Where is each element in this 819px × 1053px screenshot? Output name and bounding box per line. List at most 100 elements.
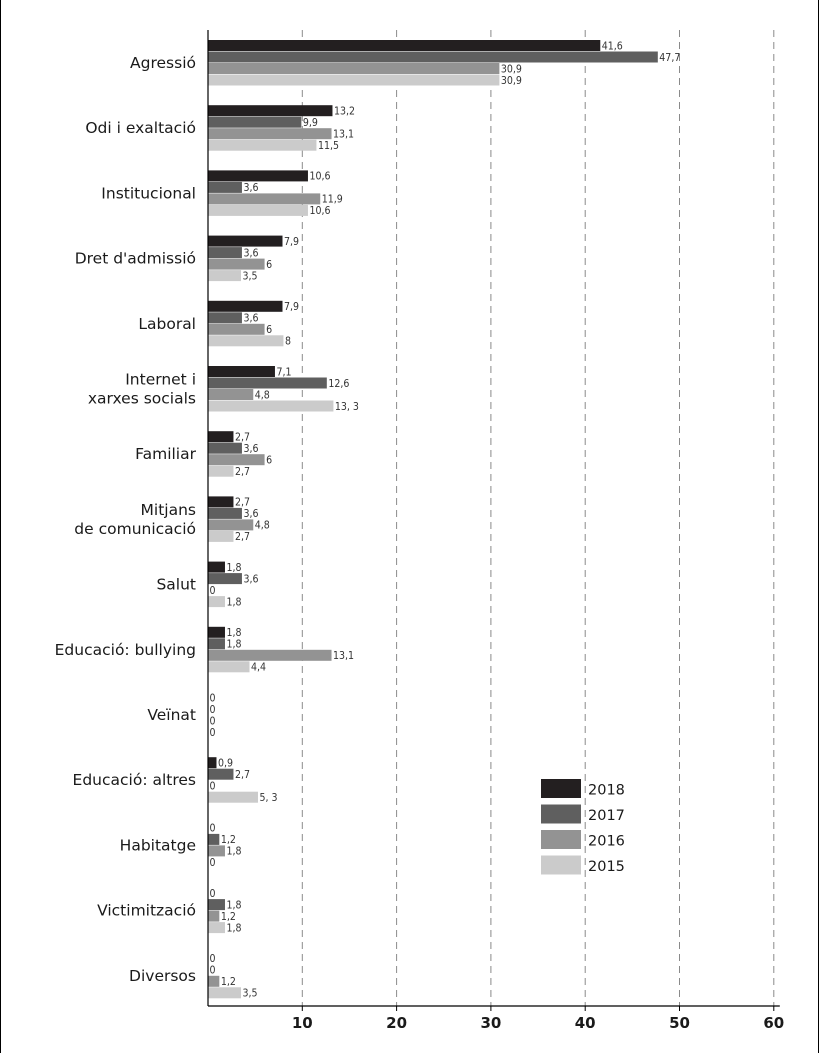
- x-tick-label-60: 60: [763, 1014, 784, 1032]
- value-label-familiar-2017: 3,6: [243, 443, 258, 455]
- category-label-institucional: Institucional: [101, 184, 196, 202]
- value-label-agressio-2017: 47,7: [659, 52, 680, 64]
- category-label-line: Dret d'admissió: [75, 250, 196, 268]
- bar-institucional-2018: [208, 170, 308, 182]
- category-label-line: Laboral: [138, 315, 196, 333]
- category-label-line: Salut: [156, 576, 196, 594]
- category-labels: Agressió Odi i exaltació Institucional Dret…: [55, 54, 197, 985]
- category-label-mitjans-de-comunicacio: Mitjans de comunicació: [74, 501, 196, 538]
- category-label-line: Veïnat: [147, 706, 196, 724]
- legend-label-2016: 2016: [588, 834, 625, 850]
- bar-institucional-2017: [208, 181, 242, 193]
- bar-victimitzacio-2015: [208, 922, 225, 934]
- bar-mitjans-de-comunicacio-2015: [208, 530, 234, 542]
- value-label-victimitzacio-2017: 1,8: [226, 899, 241, 911]
- value-label-internet-i-xarxes-socials-2017: 12,6: [328, 378, 349, 390]
- bars: [208, 40, 658, 999]
- bar-dret-d-admissio-2017: [208, 247, 242, 259]
- value-label-habitatge-2017: 1,2: [221, 834, 236, 846]
- value-label-diversos-2017: 0: [210, 965, 216, 977]
- value-label-laboral-2015: 8: [285, 336, 291, 348]
- value-label-victimitzacio-2016: 1,2: [221, 911, 236, 923]
- category-label-veinat: Veïnat: [147, 706, 196, 724]
- value-label-habitatge-2018: 0: [210, 823, 216, 835]
- category-label-line: Educació: altres: [73, 771, 196, 789]
- bar-familiar-2018: [208, 431, 234, 443]
- value-labels: 41,647,730,930,913,29,913,111,510,63,611…: [210, 40, 681, 999]
- category-label-line: Mitjans: [141, 501, 196, 519]
- value-label-laboral-2018: 7,9: [284, 301, 299, 313]
- category-label-victimitzacio: Victimització: [97, 902, 196, 920]
- category-label-line: Odi i exaltació: [85, 119, 196, 137]
- value-label-educacio-bullying-2017: 1,8: [226, 639, 241, 651]
- bar-laboral-2017: [208, 312, 242, 324]
- value-label-salut-2017: 3,6: [243, 573, 258, 585]
- bar-institucional-2015: [208, 204, 308, 216]
- value-label-institucional-2017: 3,6: [243, 182, 258, 194]
- value-label-salut-2018: 1,8: [226, 562, 241, 574]
- bar-odi-i-exaltacio-2015: [208, 139, 317, 151]
- bar-internet-i-xarxes-socials-2018: [208, 366, 275, 377]
- bar-educacio-bullying-2018: [208, 626, 225, 638]
- category-label-line: Familiar: [135, 445, 197, 463]
- bar-educacio-bullying-2015: [208, 661, 250, 673]
- value-label-mitjans-de-comunicacio-2017: 3,6: [243, 508, 258, 520]
- value-label-diversos-2016: 1,2: [221, 976, 236, 988]
- value-label-familiar-2018: 2,7: [235, 432, 250, 444]
- value-label-mitjans-de-comunicacio-2015: 2,7: [235, 531, 250, 543]
- value-label-internet-i-xarxes-socials-2016: 4,8: [255, 389, 270, 401]
- bar-dret-d-admissio-2018: [208, 235, 283, 247]
- bar-laboral-2015: [208, 335, 284, 347]
- value-label-dret-d-admissio-2015: 3,5: [243, 270, 258, 282]
- value-label-salut-2015: 1,8: [226, 596, 241, 608]
- value-label-familiar-2015: 2,7: [235, 466, 250, 478]
- value-label-agressio-2018: 41,6: [602, 40, 623, 52]
- x-tick-label-30: 30: [480, 1014, 501, 1032]
- bar-diversos-2016: [208, 975, 220, 987]
- value-label-odi-i-exaltacio-2017: 9,9: [303, 117, 318, 129]
- value-label-mitjans-de-comunicacio-2018: 2,7: [235, 497, 250, 509]
- bar-familiar-2017: [208, 442, 242, 454]
- category-label-laboral: Laboral: [138, 315, 196, 333]
- category-label-line: Diversos: [129, 967, 196, 985]
- value-label-internet-i-xarxes-socials-2015: 13, 3: [335, 401, 359, 413]
- category-label-line: Habitatge: [120, 836, 196, 854]
- value-label-educacio-bullying-2018: 1,8: [226, 627, 241, 639]
- legend-label-2018: 2018: [588, 783, 625, 799]
- value-label-dret-d-admissio-2017: 3,6: [243, 247, 258, 259]
- legend-label-2017: 2017: [588, 808, 625, 824]
- value-label-educacio-bullying-2015: 4,4: [251, 662, 266, 674]
- value-label-victimitzacio-2018: 0: [210, 888, 216, 900]
- value-label-educacio-altres-2016: 0: [210, 781, 216, 793]
- bar-laboral-2018: [208, 300, 283, 312]
- value-label-agressio-2015: 30,9: [501, 75, 522, 87]
- value-label-laboral-2016: 6: [266, 324, 272, 336]
- category-label-odi-i-exaltacio: Odi i exaltació: [85, 119, 196, 137]
- bar-internet-i-xarxes-socials-2016: [208, 389, 254, 400]
- bar-laboral-2016: [208, 323, 265, 335]
- value-label-odi-i-exaltacio-2016: 13,1: [333, 129, 354, 141]
- bar-dret-d-admissio-2016: [208, 258, 265, 270]
- category-label-line: Victimització: [97, 902, 196, 920]
- value-label-diversos-2015: 3,5: [243, 988, 258, 1000]
- value-label-veinat-2018: 0: [210, 692, 216, 704]
- category-label-habitatge: Habitatge: [120, 836, 196, 854]
- x-axis: 10 20 30 40 50 60: [207, 30, 784, 1032]
- bar-educacio-altres-2018: [208, 757, 217, 769]
- bar-educacio-bullying-2016: [208, 649, 332, 661]
- value-label-institucional-2018: 10,6: [309, 171, 330, 183]
- value-label-mitjans-de-comunicacio-2016: 4,8: [255, 520, 270, 532]
- bar-educacio-bullying-2017: [208, 638, 225, 650]
- bar-habitatge-2016: [208, 845, 225, 857]
- value-label-odi-i-exaltacio-2015: 11,5: [318, 140, 339, 152]
- value-label-educacio-altres-2017: 2,7: [235, 769, 250, 781]
- value-label-educacio-altres-2015: 5, 3: [259, 792, 277, 804]
- bar-educacio-altres-2015: [208, 791, 258, 803]
- bar-victimitzacio-2017: [208, 899, 225, 911]
- bar-dret-d-admissio-2015: [208, 270, 242, 282]
- bar-mitjans-de-comunicacio-2017: [208, 507, 242, 519]
- bar-internet-i-xarxes-socials-2015: [208, 400, 334, 412]
